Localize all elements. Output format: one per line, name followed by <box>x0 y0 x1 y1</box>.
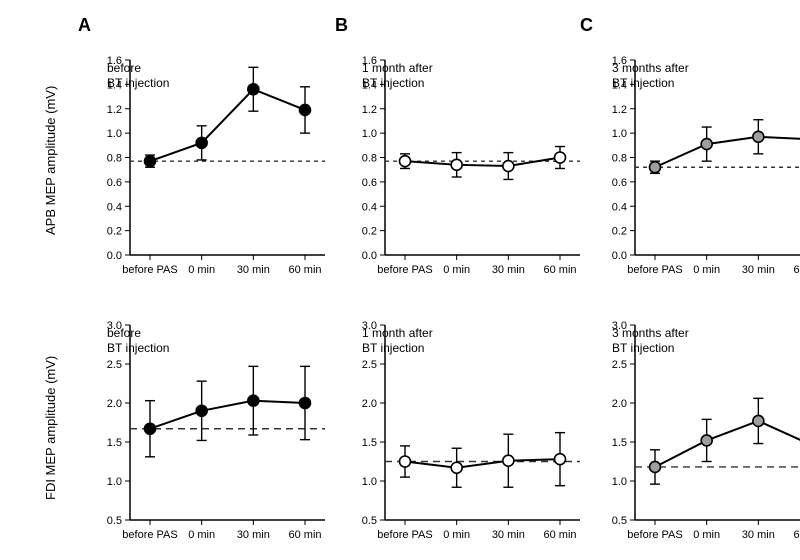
svg-text:2.5: 2.5 <box>612 359 627 371</box>
svg-text:1.2: 1.2 <box>612 104 627 116</box>
ylabel-top: APB MEP amplitude (mV) <box>43 86 58 235</box>
svg-text:0.2: 0.2 <box>107 226 122 238</box>
svg-text:0.6: 0.6 <box>612 177 627 189</box>
svg-text:0.5: 0.5 <box>612 515 627 527</box>
svg-text:1.0: 1.0 <box>107 128 122 140</box>
ylabel-bottom: FDI MEP amplitude (mV) <box>43 356 58 500</box>
svg-text:0 min: 0 min <box>443 264 470 276</box>
svg-text:0.6: 0.6 <box>107 177 122 189</box>
svg-text:before PAS: before PAS <box>122 529 177 541</box>
svg-text:1.2: 1.2 <box>107 104 122 116</box>
svg-text:1.5: 1.5 <box>612 437 627 449</box>
svg-text:0.0: 0.0 <box>612 250 627 262</box>
svg-text:60 min: 60 min <box>543 264 576 276</box>
svg-text:2.0: 2.0 <box>612 398 627 410</box>
svg-text:2.0: 2.0 <box>107 398 122 410</box>
svg-text:0 min: 0 min <box>693 529 720 541</box>
svg-text:60 min: 60 min <box>793 529 800 541</box>
svg-text:0 min: 0 min <box>188 264 215 276</box>
svg-text:0.4: 0.4 <box>362 201 377 213</box>
svg-text:1.5: 1.5 <box>362 437 377 449</box>
svg-text:0.2: 0.2 <box>612 226 627 238</box>
annotation-C-top: 3 months after BT injection <box>612 61 689 91</box>
svg-text:30 min: 30 min <box>492 529 525 541</box>
svg-text:0.2: 0.2 <box>362 226 377 238</box>
svg-text:0.0: 0.0 <box>362 250 377 262</box>
svg-text:1.0: 1.0 <box>362 128 377 140</box>
svg-text:before PAS: before PAS <box>627 264 682 276</box>
svg-text:2.0: 2.0 <box>362 398 377 410</box>
svg-text:60 min: 60 min <box>288 529 321 541</box>
svg-text:30 min: 30 min <box>742 264 775 276</box>
panel-letter: C <box>580 15 593 36</box>
svg-text:before PAS: before PAS <box>627 529 682 541</box>
svg-text:1.0: 1.0 <box>612 128 627 140</box>
panel-letter: B <box>335 15 348 36</box>
svg-text:0.5: 0.5 <box>107 515 122 527</box>
annotation-B-top: 1 month after BT injection <box>362 61 433 91</box>
svg-text:before PAS: before PAS <box>122 264 177 276</box>
annotation-A-bot: before BT injection <box>107 326 169 356</box>
svg-text:0.8: 0.8 <box>107 153 122 165</box>
svg-text:0 min: 0 min <box>188 529 215 541</box>
svg-text:1.0: 1.0 <box>362 476 377 488</box>
svg-text:0.8: 0.8 <box>612 153 627 165</box>
svg-text:0.4: 0.4 <box>107 201 122 213</box>
svg-text:30 min: 30 min <box>237 264 270 276</box>
panel-letter: A <box>78 15 91 36</box>
svg-text:1.0: 1.0 <box>612 476 627 488</box>
annotation-A-top: before BT injection <box>107 61 169 91</box>
svg-text:1.2: 1.2 <box>362 104 377 116</box>
svg-text:30 min: 30 min <box>237 529 270 541</box>
svg-text:30 min: 30 min <box>492 264 525 276</box>
svg-text:0.4: 0.4 <box>612 201 627 213</box>
svg-text:0.0: 0.0 <box>107 250 122 262</box>
svg-text:before PAS: before PAS <box>377 529 432 541</box>
svg-text:60 min: 60 min <box>288 264 321 276</box>
svg-text:30 min: 30 min <box>742 529 775 541</box>
svg-text:0 min: 0 min <box>443 529 470 541</box>
svg-text:0.8: 0.8 <box>362 153 377 165</box>
svg-text:0.5: 0.5 <box>362 515 377 527</box>
annotation-C-bot: 3 months after BT injection <box>612 326 689 356</box>
svg-text:2.5: 2.5 <box>362 359 377 371</box>
svg-text:0 min: 0 min <box>693 264 720 276</box>
svg-text:60 min: 60 min <box>793 264 800 276</box>
svg-text:0.6: 0.6 <box>362 177 377 189</box>
svg-text:1.0: 1.0 <box>107 476 122 488</box>
annotation-B-bot: 1 month after BT injection <box>362 326 433 356</box>
svg-text:60 min: 60 min <box>543 529 576 541</box>
svg-text:before PAS: before PAS <box>377 264 432 276</box>
svg-text:1.5: 1.5 <box>107 437 122 449</box>
svg-text:2.5: 2.5 <box>107 359 122 371</box>
